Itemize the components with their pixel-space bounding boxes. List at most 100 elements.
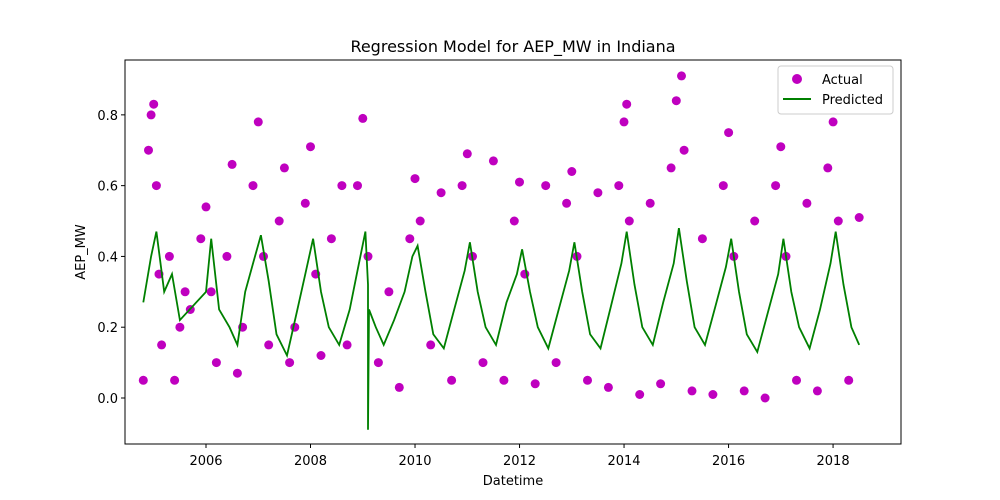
y-tick-label: 0.0: [97, 392, 118, 407]
actual-point: [248, 181, 258, 191]
actual-point: [718, 181, 728, 191]
actual-point: [567, 167, 577, 176]
actual-point: [462, 149, 472, 159]
actual-point: [206, 287, 216, 297]
x-axis: 2006 2008 2010 2012 2014 2016 2018: [189, 444, 850, 469]
actual-point: [488, 156, 498, 166]
actual-point: [170, 375, 180, 385]
actual-point: [823, 163, 833, 173]
actual-point: [515, 177, 524, 187]
actual-point: [138, 375, 148, 385]
actual-point: [530, 379, 540, 389]
actual-point: [677, 71, 686, 81]
actual-point: [337, 181, 347, 191]
actual-point: [227, 159, 237, 169]
actual-point: [562, 198, 572, 208]
actual-point: [342, 340, 352, 350]
y-tick-label: 0.8: [97, 109, 118, 124]
actual-point: [687, 386, 697, 396]
actual-point: [750, 216, 760, 226]
actual-point: [279, 163, 289, 173]
actual-point: [854, 213, 864, 222]
actual-point: [671, 96, 681, 106]
actual-point: [499, 375, 509, 385]
actual-point: [619, 117, 629, 127]
actual-point: [635, 390, 645, 399]
legend-actual-label: Actual: [822, 73, 863, 88]
actual-point: [410, 174, 420, 184]
actual-point: [144, 145, 153, 155]
actual-point: [656, 379, 666, 389]
x-tick-label: 2018: [817, 454, 850, 469]
actual-point: [541, 181, 551, 191]
actual-point: [666, 163, 676, 173]
y-axis: 0.0 0.2 0.4 0.6 0.8: [97, 109, 125, 407]
actual-point: [426, 340, 436, 350]
actual-point: [457, 181, 467, 191]
predicted-line: [142, 227, 861, 430]
actual-point: [146, 110, 156, 120]
actual-point: [326, 234, 336, 244]
actual-point: [593, 188, 603, 198]
plot-area: [138, 71, 864, 430]
actual-point: [828, 117, 838, 127]
x-tick-label: 2008: [294, 454, 327, 469]
actual-point: [264, 340, 274, 350]
plot-frame: [124, 59, 902, 445]
actual-point: [603, 382, 613, 392]
actual-point: [478, 358, 488, 368]
actual-point: [353, 181, 362, 191]
actual-point: [708, 390, 718, 399]
actual-point: [405, 234, 415, 244]
actual-point: [622, 99, 632, 109]
actual-point: [551, 358, 561, 368]
actual-point: [436, 188, 446, 198]
actual-point: [447, 375, 457, 385]
actual-point: [253, 117, 263, 127]
legend-box: [777, 65, 894, 115]
x-axis-label: Datetime: [483, 474, 543, 489]
actual-point: [384, 287, 394, 297]
actual-point: [776, 142, 786, 152]
actual-point: [844, 375, 854, 385]
actual-point: [274, 216, 284, 226]
actual-point: [802, 198, 812, 208]
actual-point: [415, 216, 425, 226]
legend-actual-marker: [792, 74, 802, 84]
actual-point: [739, 386, 749, 396]
actual-point: [509, 216, 519, 226]
actual-point: [232, 368, 242, 378]
actual-point: [760, 393, 770, 403]
x-tick-label: 2010: [398, 454, 431, 469]
actual-point: [196, 234, 206, 244]
actual-point: [812, 386, 822, 396]
actual-point: [175, 322, 185, 332]
legend-predicted-label: Predicted: [822, 93, 883, 108]
actual-point: [300, 198, 310, 208]
actual-point: [201, 202, 211, 212]
actual-point: [164, 251, 174, 261]
actual-point: [306, 142, 315, 152]
actual-point: [373, 358, 383, 368]
y-axis-label: AEP_MW: [74, 224, 89, 280]
actual-point: [583, 375, 592, 385]
actual-point: [645, 198, 655, 208]
x-tick-label: 2016: [712, 454, 745, 469]
y-tick-label: 0.6: [97, 180, 118, 195]
actual-point: [222, 251, 232, 261]
actual-point: [792, 375, 801, 385]
x-tick-label: 2012: [503, 454, 536, 469]
chart-title: Regression Model for AEP_MW in Indiana: [350, 37, 675, 57]
actual-point: [316, 351, 326, 360]
actual-point: [679, 145, 689, 155]
actual-point: [149, 99, 159, 109]
actual-point: [151, 181, 161, 191]
y-tick-label: 0.2: [97, 321, 118, 336]
actual-point: [211, 358, 221, 368]
actual-point: [363, 251, 373, 261]
x-tick-label: 2006: [189, 454, 222, 469]
actual-point: [697, 234, 707, 244]
actual-point: [358, 113, 368, 123]
actual-point: [394, 382, 404, 392]
